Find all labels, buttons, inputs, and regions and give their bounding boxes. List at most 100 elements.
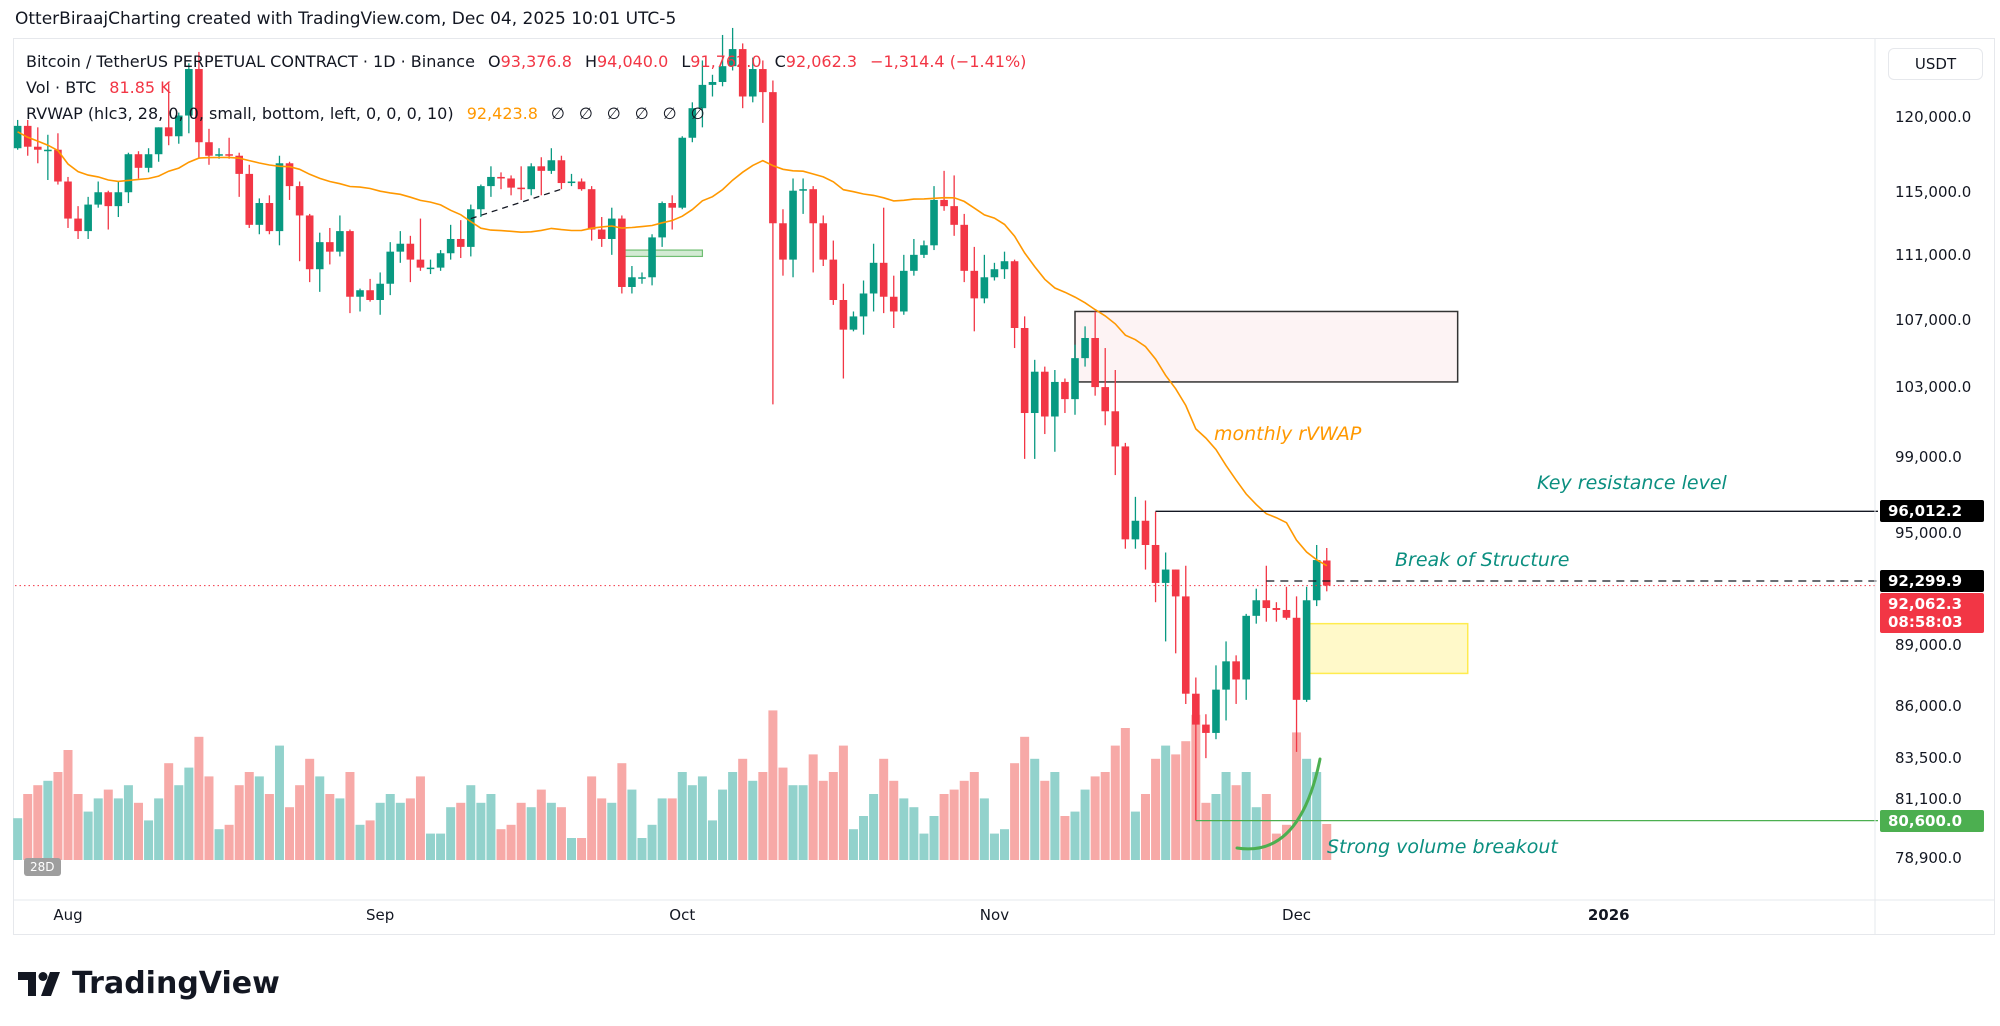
candle-body <box>799 189 807 191</box>
candle-body <box>1071 358 1079 400</box>
candle-body <box>809 189 817 224</box>
volume-bar <box>808 754 818 860</box>
volume-bar <box>123 785 133 860</box>
candle-body <box>1232 661 1240 680</box>
ohlc-open: O93,376.8 <box>488 52 572 71</box>
volume-bar <box>1070 811 1080 860</box>
volume-bar <box>687 785 697 860</box>
volume-annotation: Strong volume breakout <box>1327 836 1558 858</box>
volume-bar <box>33 785 43 860</box>
volume-bar <box>1251 807 1261 860</box>
candle <box>950 175 958 236</box>
candle <box>467 204 475 257</box>
price-tick: 89,000.0 <box>1895 636 1962 655</box>
volume-bar <box>73 794 83 860</box>
candle-body <box>638 277 646 279</box>
volume-bar <box>1010 763 1020 860</box>
price-change: −1,314.4 (−1.41%) <box>870 52 1027 71</box>
candle <box>1010 259 1019 349</box>
candle-body <box>839 300 848 330</box>
empty-value: ∅ <box>551 104 565 123</box>
volume-breakout-curve <box>1235 757 1322 851</box>
logo-text: TradingView <box>72 966 280 1001</box>
volume-bar <box>305 758 315 860</box>
volume-legend[interactable]: Vol · BTC 81.85 K <box>26 78 179 97</box>
ohlc-close: C92,062.3 <box>775 52 857 71</box>
volume-bar <box>929 816 939 860</box>
currency-button[interactable]: USDT <box>1888 48 1983 80</box>
candle <box>1091 311 1099 396</box>
candle-body <box>64 181 72 219</box>
candle-body <box>174 115 183 137</box>
candle <box>1322 547 1331 592</box>
candle <box>567 173 576 187</box>
volume-bar <box>1040 780 1050 860</box>
candle-body <box>819 223 828 260</box>
candle <box>1040 366 1049 435</box>
candle <box>84 196 92 239</box>
candle <box>718 34 727 87</box>
candle <box>779 209 787 276</box>
rvwap-legend[interactable]: RVWAP (hlc3, 28, 0, 0, small, bottom, le… <box>26 104 727 123</box>
price-tick: 107,000.0 <box>1895 310 1972 329</box>
candle <box>507 175 515 196</box>
close-value: 92,062.3 <box>785 52 858 71</box>
price-tick: 103,000.0 <box>1895 378 1972 397</box>
volume-bar <box>23 794 33 860</box>
candle-body <box>245 173 254 225</box>
candle-body <box>748 69 757 97</box>
volume-bar <box>1302 758 1312 860</box>
volume-bar <box>476 802 486 860</box>
candle <box>607 207 616 255</box>
candle-body <box>1051 381 1059 417</box>
candle <box>577 178 586 191</box>
candle-body <box>225 154 233 156</box>
price-tick: 111,000.0 <box>1895 245 1972 264</box>
tradingview-logo[interactable]: TradingView <box>18 966 280 1001</box>
symbol-legend[interactable]: Bitcoin / TetherUS PERPETUAL CONTRACT · … <box>26 52 1034 71</box>
candle <box>628 266 636 294</box>
candle-body <box>1212 689 1220 733</box>
candle-body <box>527 166 536 190</box>
time-tick: Dec <box>1282 906 1312 924</box>
volume-bar <box>335 798 345 860</box>
volume-bar <box>466 785 476 860</box>
candle <box>376 272 384 315</box>
candle <box>326 227 334 265</box>
candle <box>1252 588 1261 624</box>
candle-body <box>648 237 656 278</box>
candle <box>648 234 656 286</box>
volume-bar <box>63 750 73 860</box>
candle <box>144 148 153 173</box>
bos-price-label: 92,299.9 <box>1880 570 1984 592</box>
candle <box>688 102 697 143</box>
candle-body <box>728 49 737 67</box>
candle <box>970 246 979 332</box>
candle-body <box>607 218 616 239</box>
candle-body <box>1091 337 1099 388</box>
candle <box>587 186 596 241</box>
candle <box>708 74 717 97</box>
candle-body <box>265 203 274 232</box>
candle <box>1111 370 1120 476</box>
candle <box>426 259 435 275</box>
volume-bar <box>144 820 154 860</box>
volume-bar <box>818 780 828 860</box>
candle-body <box>346 231 354 297</box>
candle-body <box>1302 600 1311 700</box>
tradingview-logo-icon <box>18 971 60 996</box>
candle <box>748 57 757 103</box>
candle <box>104 190 113 230</box>
candle-body <box>547 160 556 171</box>
volume-bar <box>899 798 909 860</box>
volume-bar <box>1161 745 1171 860</box>
candle-body <box>1242 615 1250 680</box>
price-label-text: 96,012.2 <box>1888 502 1963 521</box>
volume-bar <box>395 802 405 860</box>
candle-body <box>134 154 143 168</box>
empty-value: ∅ <box>634 104 649 123</box>
candle-body <box>859 293 868 317</box>
candle <box>809 186 817 273</box>
candle <box>386 242 395 296</box>
